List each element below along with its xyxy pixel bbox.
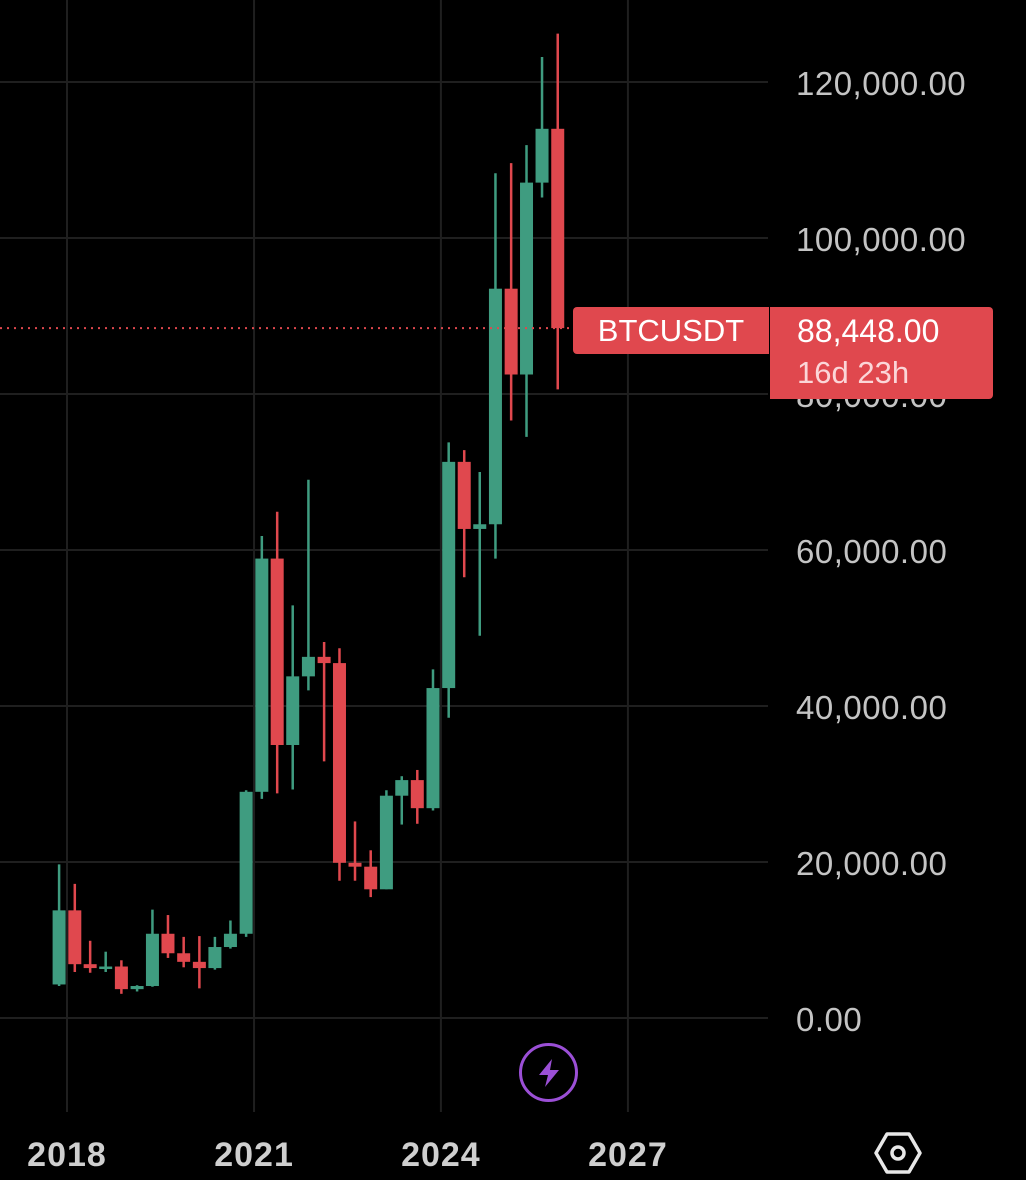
hexagon-settings-icon (874, 1132, 922, 1174)
candle-body (473, 524, 487, 529)
candle-body (551, 128, 565, 329)
candle-body (488, 288, 502, 525)
x-tick-label: 2027 (588, 1136, 668, 1174)
candle-body (99, 966, 113, 970)
x-tick-label: 2021 (214, 1136, 294, 1174)
last-price-tag: 88,448.00 16d 23h (770, 307, 993, 399)
y-tick-label: 20,000.00 (796, 845, 948, 882)
candle-body (348, 862, 362, 867)
candle-body (535, 128, 549, 183)
candle-body (332, 663, 346, 863)
chart-grid (0, 0, 768, 1112)
candle-body (177, 953, 191, 962)
candle-body (457, 461, 471, 529)
last-price-value: 88,448.00 (797, 313, 940, 349)
candle-body (145, 933, 159, 987)
candle-body (317, 656, 331, 664)
candle-body (239, 791, 253, 934)
y-tick-label: 0.00 (796, 1001, 863, 1038)
candle-body (426, 688, 440, 809)
y-tick-label: 60,000.00 (796, 533, 948, 570)
lightning-bolt-button[interactable] (519, 1043, 578, 1102)
y-tick-label: 100,000.00 (796, 221, 967, 258)
candle-body (255, 558, 269, 792)
candle-body (442, 461, 456, 689)
candle-body (270, 558, 284, 745)
candle-body (379, 795, 393, 890)
candle-body (52, 910, 66, 985)
x-tick-label: 2024 (401, 1136, 481, 1174)
lightning-bolt-icon (539, 1059, 559, 1087)
candle-body (83, 964, 97, 969)
candle-body (208, 947, 222, 969)
candle-body (114, 966, 128, 990)
candle-body (68, 910, 82, 965)
candle-body (410, 780, 424, 809)
candle-body (364, 866, 378, 890)
x-tick-label: 2018 (27, 1136, 107, 1174)
candle-countdown: 16d 23h (797, 355, 910, 390)
y-tick-label: 40,000.00 (796, 689, 948, 726)
y-tick-label: 120,000.00 (796, 65, 967, 102)
candle-body (286, 676, 300, 745)
candlestick-series (52, 33, 565, 994)
candle-body (161, 933, 175, 954)
candle-body (301, 656, 315, 677)
symbol-label: BTCUSDT (573, 307, 769, 354)
candle-body (520, 182, 534, 375)
candle-body (395, 780, 409, 796)
candle-body (192, 961, 206, 969)
candle-body (504, 288, 518, 375)
candle-body (223, 933, 237, 948)
chart-settings-button[interactable] (874, 1131, 922, 1175)
candle-body (130, 986, 144, 990)
